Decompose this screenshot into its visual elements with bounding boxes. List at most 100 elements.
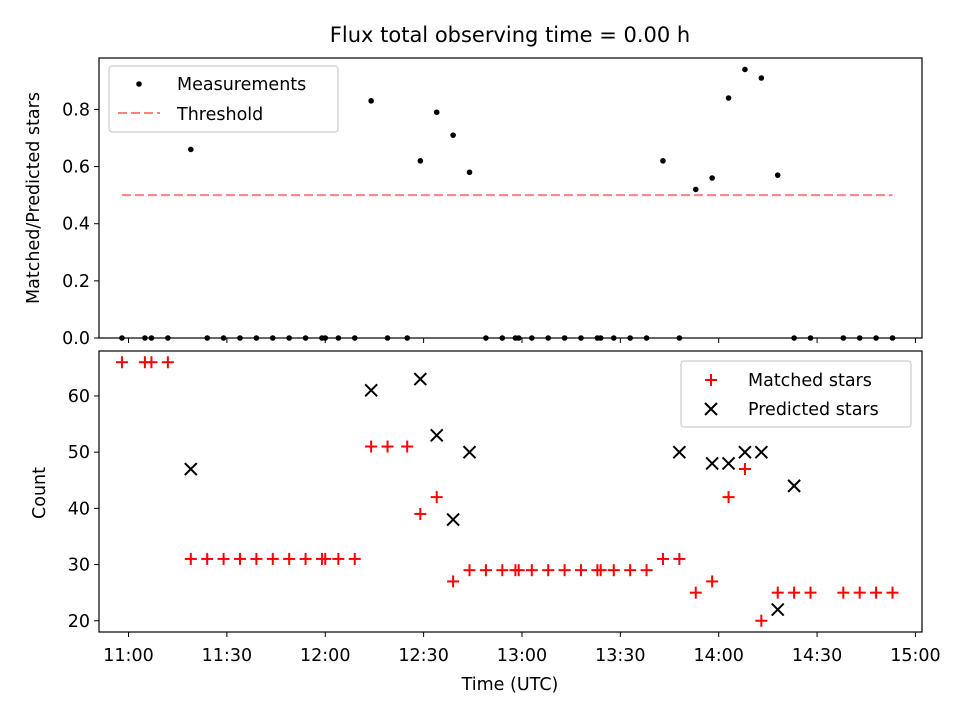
top-legend-box <box>108 65 339 133</box>
matched-star-point <box>319 552 332 565</box>
top-y-tick-label: 0.6 <box>62 158 90 178</box>
measurement-point <box>610 335 617 341</box>
measurement-point <box>269 335 276 341</box>
measurement-point <box>204 335 211 341</box>
legend-threshold-label: Threshold <box>176 105 263 125</box>
x-tick-label: 11:30 <box>202 646 252 666</box>
measurement-point <box>148 335 155 341</box>
measurement-point <box>561 335 568 341</box>
matched-star-point <box>496 564 509 577</box>
x-tick-label: 15:00 <box>890 646 940 666</box>
predicted-star-point <box>413 372 428 386</box>
top-y-tick-label: 0.0 <box>62 329 90 349</box>
matched-star-point <box>870 586 883 599</box>
matched-star-point <box>479 564 492 577</box>
matched-star-point <box>217 552 230 565</box>
matched-star-point <box>283 552 296 565</box>
top-y-tick-label: 0.2 <box>62 272 90 292</box>
matched-star-point <box>624 564 637 577</box>
measurement-point <box>742 66 748 73</box>
top-plot-frame <box>98 57 923 339</box>
matched-star-point <box>673 552 686 565</box>
matched-star-point <box>201 552 214 565</box>
measurement-point <box>499 335 506 341</box>
matched-star-point <box>689 586 702 599</box>
predicted-star-point <box>721 456 736 471</box>
matched-star-point <box>837 586 850 599</box>
predicted-stars-series <box>184 372 801 617</box>
bottom-legend: Matched stars Predicted stars <box>680 360 912 428</box>
matched-star-point <box>381 440 394 453</box>
matched-star-point <box>463 564 476 577</box>
predicted-star-point <box>672 445 687 459</box>
measurement-point <box>791 335 797 341</box>
measurement-point <box>466 169 473 176</box>
matched-star-point <box>804 586 817 599</box>
matched-star-point <box>332 552 345 565</box>
measurement-point <box>188 146 194 153</box>
matched-star-point <box>184 552 197 565</box>
top-x-axis <box>128 338 916 343</box>
measurement-point <box>450 132 456 138</box>
measurement-point <box>545 335 552 341</box>
top-legend: Measurements Threshold <box>108 65 339 133</box>
measurement-point <box>253 335 260 341</box>
matched-star-point <box>348 552 361 565</box>
matched-star-point <box>266 552 279 565</box>
predicted-star-point <box>787 479 801 493</box>
measurement-point <box>725 95 732 101</box>
bottom-y-tick-label: 30 <box>68 556 90 576</box>
predicted-star-point <box>446 512 460 527</box>
matched-star-point <box>706 575 719 588</box>
measurement-point <box>676 335 683 341</box>
x-tick-label: 14:30 <box>792 646 842 666</box>
x-tick-label: 12:30 <box>398 646 448 666</box>
matched-star-point <box>115 356 128 369</box>
matched-star-point <box>558 564 571 577</box>
matched-star-point <box>738 463 751 476</box>
predicted-star-point <box>184 462 198 476</box>
predicted-star-point <box>430 428 444 443</box>
legend-measurements-label: Measurements <box>177 75 306 95</box>
measurement-point <box>758 75 765 81</box>
legend-predicted-label: Predicted stars <box>748 400 879 420</box>
measurement-point <box>627 335 633 341</box>
measurement-point <box>692 186 699 193</box>
predicted-star-point <box>364 383 378 398</box>
top-y-tick-label: 0.4 <box>62 215 90 235</box>
measurement-point <box>840 335 847 341</box>
matched-star-point <box>145 356 158 369</box>
matched-stars-series <box>115 356 899 627</box>
measurement-point <box>417 158 424 164</box>
bottom-y-axis: 20 30 40 50 60 <box>68 387 99 632</box>
matched-star-point <box>788 586 801 599</box>
bottom-y-axis-label: Count <box>30 467 50 519</box>
x-axis-label: Time (UTC) <box>461 675 559 695</box>
measurement-point <box>643 335 650 341</box>
matched-star-point <box>525 564 538 577</box>
matched-star-point <box>656 552 669 565</box>
measurement-point <box>119 335 125 341</box>
measurement-point <box>873 335 879 341</box>
x-tick-label: 12:00 <box>300 646 350 666</box>
top-y-axis: 0.0 0.2 0.4 0.6 0.8 <box>62 100 99 349</box>
bottom-y-tick-label: 60 <box>68 387 90 407</box>
matched-star-point <box>365 440 378 453</box>
matched-star-point <box>607 564 620 577</box>
predicted-star-point <box>771 602 785 617</box>
measurement-point <box>335 335 342 341</box>
measurement-point <box>404 335 411 341</box>
legend-matched-marker <box>705 374 717 386</box>
measurement-point <box>384 335 391 341</box>
matched-star-point <box>755 614 768 627</box>
matched-star-point <box>722 491 735 504</box>
measurement-point <box>483 335 489 341</box>
measurement-point <box>165 335 171 341</box>
measurement-point <box>774 172 781 178</box>
measurement-point <box>286 335 292 341</box>
x-tick-label: 14:00 <box>693 646 743 666</box>
bottom-legend-box <box>680 360 912 428</box>
measurement-point <box>709 175 715 181</box>
matched-star-point <box>299 552 312 565</box>
